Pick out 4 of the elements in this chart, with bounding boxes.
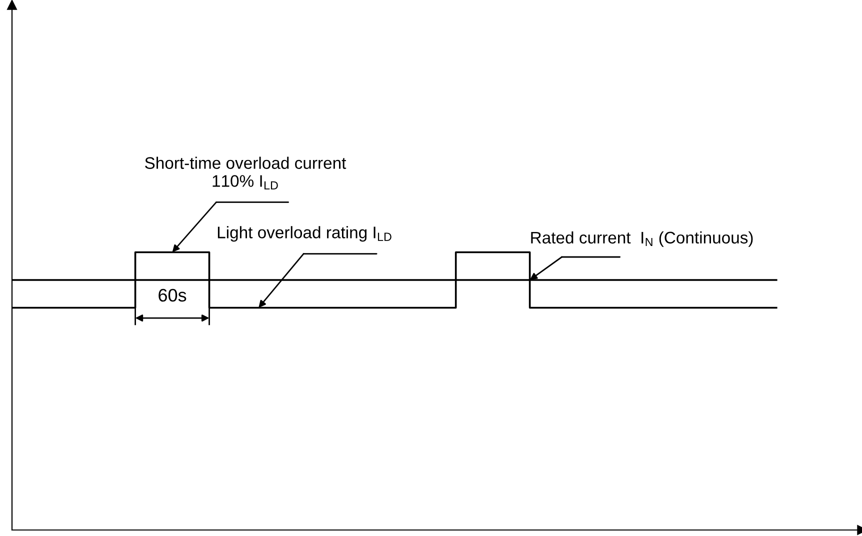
text: Short-time overload current 110% I$_{LD}$ [145,156,346,190]
text: Light overload rating I$_{LD}$ [218,226,392,242]
annotation: 60s [158,288,186,302]
text: Rated current I$_{N}$ (Continuous) [531,231,753,247]
